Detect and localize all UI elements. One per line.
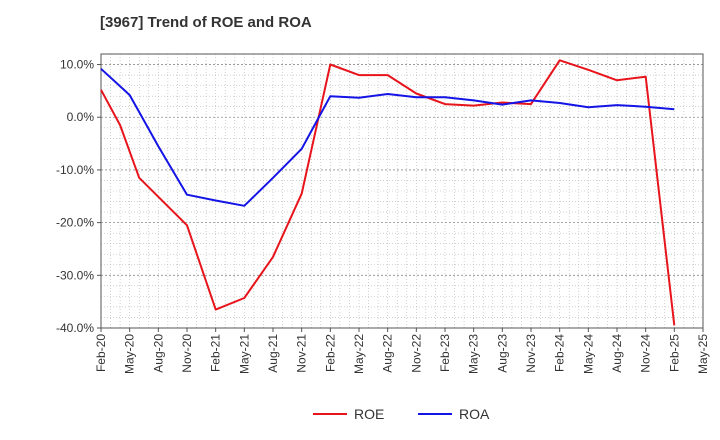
- y-tick-label: -30.0%: [56, 268, 94, 282]
- x-tick-label: Nov-20: [180, 334, 194, 373]
- x-tick-label: Feb-25: [667, 334, 681, 372]
- y-tick-label: -20.0%: [56, 216, 94, 230]
- x-tick-label: Nov-23: [524, 334, 538, 373]
- legend-label-roa: ROA: [459, 406, 490, 422]
- x-tick-label: Aug-24: [610, 334, 624, 373]
- x-tick-label: May-24: [581, 334, 595, 374]
- series-lines: [100, 59, 676, 326]
- x-tick-label: Aug-20: [151, 334, 165, 373]
- x-tick-label: Nov-21: [295, 334, 309, 373]
- plot-frame: [100, 53, 704, 329]
- x-tick-label: May-20: [123, 334, 137, 374]
- legend: ROE ROA: [313, 406, 490, 422]
- x-tick-label: Nov-24: [639, 334, 653, 373]
- y-tick-label: -10.0%: [56, 163, 94, 177]
- x-tick-label: May-21: [237, 334, 251, 374]
- x-tick-label: Feb-23: [438, 334, 452, 372]
- x-tick-label: Feb-22: [323, 334, 337, 372]
- series-line-roe: [100, 59, 676, 326]
- y-tick-label: 10.0%: [60, 58, 94, 72]
- x-tick-label: Feb-24: [553, 334, 567, 372]
- chart-title: [3967] Trend of ROE and ROA: [100, 14, 312, 31]
- x-tick-label: Nov-22: [409, 334, 423, 373]
- axes: 10.0% 0.0% -10.0% -20.0% -30.0% -40.0%Feb-20 M…: [56, 53, 710, 374]
- x-tick-label: Aug-21: [266, 334, 280, 373]
- legend-label-roe: ROE: [354, 406, 384, 422]
- x-tick-label: Feb-21: [209, 334, 223, 372]
- y-tick-label: -40.0%: [56, 321, 94, 335]
- x-tick-label: May-22: [352, 334, 366, 374]
- grid-lines: [100, 53, 704, 329]
- x-tick-label: Feb-20: [94, 334, 108, 372]
- x-tick-label: Aug-23: [495, 334, 509, 373]
- y-tick-label: 0.0%: [67, 110, 95, 124]
- x-tick-label: May-23: [467, 334, 481, 374]
- x-tick-label: May-25: [696, 334, 710, 374]
- series-line-roa: [100, 68, 675, 207]
- x-tick-label: Aug-22: [381, 334, 395, 373]
